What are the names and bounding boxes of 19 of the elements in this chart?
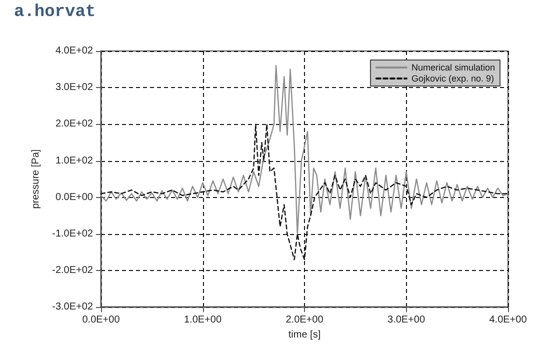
- line-series: [100, 65, 509, 235]
- y-tick-label: -1.0E+02: [52, 228, 94, 240]
- legend-label: Numerical simulation: [411, 62, 496, 72]
- y-tick-label: 0.0E+00: [55, 192, 94, 203]
- x-axis-title: time [s]: [288, 330, 321, 340]
- x-tick-label: 2.0E+00: [286, 314, 324, 326]
- y-tick-label: -3.0E+02: [52, 302, 94, 313]
- y-tick-label: 3.0E+02: [55, 82, 94, 94]
- y-tick-label: 2.0E+02: [55, 118, 94, 130]
- y-tick-label: -2.0E+02: [52, 265, 94, 276]
- legend-label: Gojkovic (exp. no. 9): [411, 74, 494, 84]
- x-tick-label: 4.0E+00: [489, 314, 528, 326]
- x-tick-label: 0.0E+00: [82, 314, 120, 326]
- x-tick-label: 3.0E+00: [387, 314, 426, 326]
- x-tick-label: 1.0E+00: [184, 314, 222, 326]
- y-tick-label: 1.0E+02: [55, 155, 94, 166]
- y-tick-label: 4.0E+02: [55, 46, 94, 56]
- y-axis-title: pressure [Pa]: [30, 149, 42, 209]
- text: a.horvat: [14, 3, 96, 22]
